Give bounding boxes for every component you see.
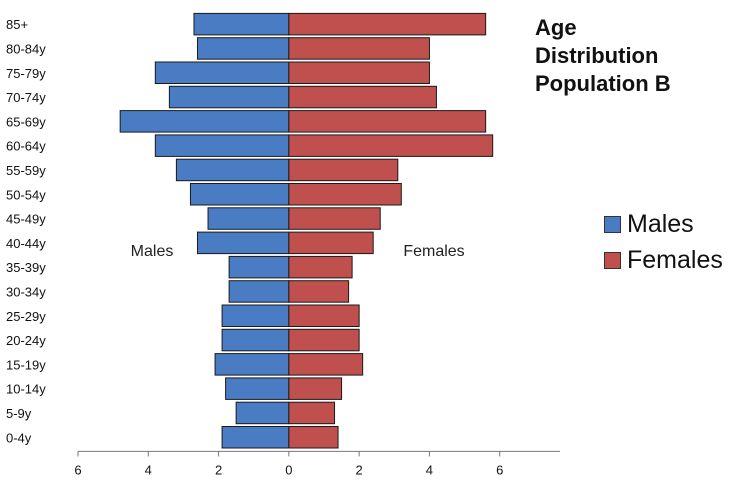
- chart-legend: Males Females: [604, 206, 723, 278]
- category-label: 50-54y: [6, 187, 46, 202]
- bar-females-8: [288, 207, 381, 230]
- category-label: 60-64y: [6, 139, 46, 154]
- x-tick-label: 6: [74, 462, 81, 477]
- bar-males-14: [214, 353, 290, 376]
- bar-females-1: [288, 37, 430, 60]
- bar-females-14: [288, 353, 364, 376]
- bar-females-6: [288, 158, 399, 182]
- category-label: 0-4y: [6, 430, 32, 445]
- x-tick-label: 2: [356, 462, 363, 477]
- category-label: 45-49y: [6, 212, 46, 227]
- bar-females-11: [288, 280, 350, 303]
- bar-females-13: [288, 328, 360, 352]
- bar-females-2: [288, 61, 430, 84]
- legend-item-females: Females: [604, 242, 723, 278]
- legend-label-females: Females: [627, 245, 723, 274]
- bar-females-9: [288, 231, 374, 255]
- x-tick-label: 0: [285, 462, 292, 477]
- chart-title-line-3: Population B: [535, 71, 671, 96]
- legend-label-males: Males: [627, 209, 694, 238]
- bar-females-16: [288, 401, 336, 425]
- category-label: 85+: [6, 17, 28, 32]
- annotation-males: Males: [131, 243, 174, 260]
- bar-males-11: [228, 280, 290, 303]
- bar-females-4: [288, 110, 487, 133]
- bar-males-12: [221, 304, 290, 327]
- bar-females-0: [288, 12, 487, 36]
- category-label: 55-59y: [6, 163, 46, 178]
- bar-females-15: [288, 377, 343, 400]
- bar-males-0: [193, 12, 290, 36]
- bar-males-17: [221, 426, 290, 449]
- x-tick-label: 2: [215, 462, 222, 477]
- population-pyramid-chart: 85+ 80-84y 75-79y 70-74y 65-69y 60-64y 55-59y 5…: [6, 12, 560, 477]
- category-label: 75-79y: [6, 66, 46, 81]
- bar-males-3: [168, 85, 290, 109]
- bar-females-5: [288, 134, 494, 157]
- bar-males-4: [119, 110, 290, 133]
- category-label: 40-44y: [6, 236, 46, 251]
- bar-females-7: [288, 183, 402, 206]
- bar-males-5: [154, 134, 290, 157]
- bar-males-7: [189, 183, 290, 206]
- legend-item-males: Males: [604, 206, 723, 242]
- bar-males-15: [225, 377, 290, 400]
- chart-title-line-2: Distribution: [535, 43, 659, 68]
- bar-males-10: [228, 255, 290, 279]
- category-label: 30-34y: [6, 284, 46, 299]
- category-label: 35-39y: [6, 260, 46, 275]
- bar-females-3: [288, 85, 437, 109]
- bar-males-8: [207, 207, 290, 230]
- x-tick-label: 6: [496, 462, 503, 477]
- bar-males-1: [196, 37, 290, 60]
- chart-title: Age Distribution Population B: [535, 14, 671, 98]
- category-label: 20-24y: [6, 333, 46, 348]
- category-label: 15-19y: [6, 357, 46, 372]
- category-label: 25-29y: [6, 309, 46, 324]
- bar-males-13: [221, 328, 290, 352]
- legend-swatch-females: [604, 251, 621, 269]
- chart-title-line-1: Age: [535, 15, 577, 40]
- category-label: 5-9y: [6, 406, 32, 421]
- category-label: 10-14y: [6, 382, 46, 397]
- bar-males-16: [235, 401, 290, 425]
- bar-males-9: [196, 231, 290, 255]
- legend-swatch-males: [604, 215, 621, 233]
- x-tick-label: 4: [145, 462, 152, 477]
- bar-females-12: [288, 304, 360, 327]
- bar-females-17: [288, 426, 339, 449]
- category-label: 65-69y: [6, 114, 46, 129]
- x-tick-label: 4: [426, 462, 433, 477]
- bar-males-6: [175, 158, 290, 182]
- bar-females-10: [288, 255, 353, 279]
- bar-males-2: [154, 61, 290, 84]
- category-label: 80-84y: [6, 41, 46, 56]
- category-label: 70-74y: [6, 90, 46, 105]
- annotation-females: Females: [403, 243, 464, 260]
